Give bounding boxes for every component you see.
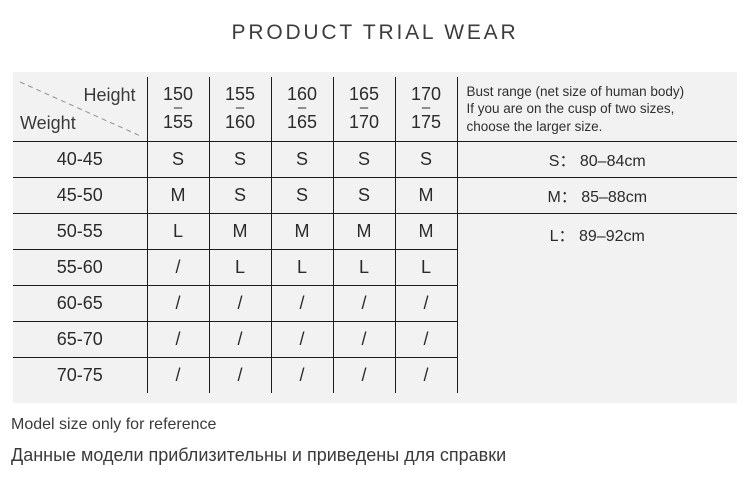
size-cell: S [209, 177, 272, 214]
weight-cell: 50-55 [13, 213, 148, 250]
weight-cell: 45-50 [13, 177, 148, 214]
size-cell: / [271, 357, 334, 393]
range-to: 160 [224, 112, 256, 133]
weight-cell: 55-60 [13, 249, 148, 286]
bust-header-line: choose the larger size. [466, 118, 603, 134]
range-dash: – [235, 99, 245, 117]
footnote-ru: Данные модели приблизительны и приведены… [11, 445, 507, 465]
corner-cell: Height Weight [13, 77, 148, 142]
range-dash: – [173, 99, 183, 117]
table-row: 60-65 / / / / / [13, 285, 737, 322]
bust-header-line: If you are on the cusp of two sizes, [466, 101, 675, 116]
size-cell: S [271, 177, 334, 214]
bust-range-header: Bust range (net size of human body) If y… [457, 77, 737, 142]
size-cell: / [395, 321, 458, 358]
size-cell: M [395, 177, 458, 214]
range-from: 155 [224, 84, 256, 105]
weight-cell: 70-75 [13, 357, 148, 393]
size-cell: M [271, 213, 334, 250]
size-cell: L [271, 249, 334, 286]
range-to: 175 [410, 112, 442, 133]
size-cell: / [209, 285, 272, 322]
range-dash: – [297, 99, 307, 117]
size-cell: / [147, 321, 210, 358]
bust-range-cell: M： 85–88cm [457, 177, 737, 214]
size-cell: / [333, 357, 396, 393]
height-range-header: 165 – 170 [333, 77, 396, 142]
height-range-header: 155 – 160 [209, 77, 272, 142]
size-cell: / [147, 285, 210, 322]
size-cell: S [333, 141, 396, 178]
size-cell: / [271, 285, 334, 322]
weight-cell: 65-70 [13, 321, 148, 358]
size-cell: / [333, 321, 396, 358]
size-cell: S [209, 141, 272, 178]
height-range-header: 150 – 155 [147, 77, 210, 142]
range-to: 170 [348, 112, 380, 133]
size-cell: M [333, 213, 396, 250]
range-from: 160 [286, 84, 318, 105]
table-row: 50-55 L M M M M L： 89–92cm [13, 213, 737, 250]
range-from: 165 [348, 84, 380, 105]
range-dash: – [359, 99, 369, 117]
size-cell: S [395, 141, 458, 178]
height-range-header: 170 – 175 [395, 77, 458, 142]
size-cell: / [333, 285, 396, 322]
size-cell: L [395, 249, 458, 286]
height-axis-label: Height [83, 85, 136, 105]
size-cell: M [395, 213, 458, 250]
bust-range-cell: S： 80–84cm [457, 141, 737, 178]
size-cell: / [147, 249, 210, 286]
size-cell: / [209, 357, 272, 393]
size-cell: / [395, 285, 458, 322]
size-cell: M [147, 177, 210, 214]
table-row: 45-50 M S S S M M： 85–88cm [13, 177, 737, 214]
diagonal-line [19, 81, 140, 136]
table-row: 40-45 S S S S S S： 80–84cm [13, 141, 737, 178]
bust-header-line: Bust range (net size of human body) [466, 83, 685, 99]
weight-cell: 40-45 [13, 141, 148, 178]
header-row: Height Weight 150 – 155 155 – 160 [13, 77, 737, 142]
size-cell: S [147, 141, 210, 178]
range-to: 165 [286, 112, 318, 133]
range-to: 155 [162, 112, 194, 133]
weight-cell: 60-65 [13, 285, 148, 322]
footnote-en: Model size only for reference [11, 416, 217, 433]
page-title: PRODUCT TRIAL WEAR [231, 21, 519, 44]
table-row: 65-70 / / / / / [13, 321, 737, 358]
size-cell: / [147, 357, 210, 393]
size-cell: S [333, 177, 396, 214]
size-cell: / [209, 321, 272, 358]
size-cell: L [333, 249, 396, 286]
range-from: 170 [410, 84, 442, 105]
height-range-header: 160 – 165 [271, 77, 334, 142]
size-cell: L [147, 213, 210, 250]
size-cell: L [209, 249, 272, 286]
size-cell: / [395, 357, 458, 393]
size-cell: / [271, 321, 334, 358]
range-dash: – [421, 99, 431, 117]
weight-axis-label: Weight [20, 112, 76, 133]
size-table: Height Weight 150 – 155 155 – 160 [13, 77, 737, 393]
table-row: 55-60 / L L L L [13, 249, 737, 286]
size-cell: M [209, 213, 272, 250]
size-chart-table: Height Weight 150 – 155 155 – 160 [13, 72, 737, 403]
range-from: 150 [162, 84, 194, 105]
table-row: 70-75 / / / / / [13, 357, 737, 393]
size-cell: S [271, 141, 334, 178]
bust-range-cell: L： 89–92cm [549, 227, 645, 245]
